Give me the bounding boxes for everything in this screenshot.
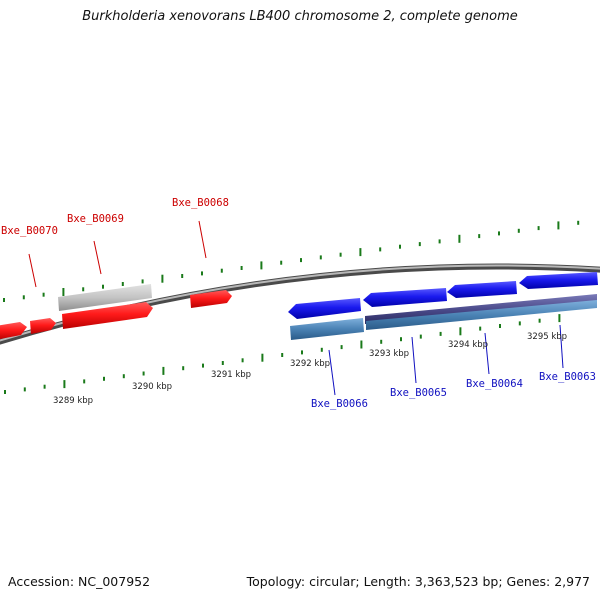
gene-feature (190, 290, 232, 308)
scale-label: 3294 kbp (448, 340, 488, 350)
scale-label: 3292 kbp (290, 359, 330, 369)
gene-label: Bxe_B0064 (466, 378, 523, 390)
leader-line (411, 336, 417, 384)
gene-feature (366, 300, 597, 330)
label-leaders (28, 220, 564, 396)
leader-line (484, 332, 490, 375)
scale-label: 3289 kbp (53, 396, 93, 406)
gene-label: Bxe_B0068 (172, 197, 229, 209)
leader-line (198, 220, 207, 259)
gene-feature (447, 281, 517, 298)
gene-feature (363, 288, 447, 307)
gene-feature (58, 284, 152, 311)
gene-label: Bxe_B0063 (539, 371, 596, 383)
scale-label: 3290 kbp (132, 382, 172, 392)
gene-feature (519, 272, 598, 289)
accession-text: Accession: NC_007952 (8, 574, 151, 589)
gene-label: Bxe_B0069 (67, 213, 124, 225)
gene-label: Bxe_B0070 (1, 225, 58, 237)
leader-line (28, 253, 37, 288)
gene-feature (290, 318, 364, 340)
gene-feature (0, 322, 27, 340)
scale-label: 3293 kbp (369, 349, 409, 359)
forward-strand-features (0, 284, 232, 340)
leader-line (328, 349, 336, 396)
gene-feature (288, 298, 361, 319)
genome-summary-text: Topology: circular; Length: 3,363,523 bp… (246, 574, 590, 589)
map-title: Burkholderia xenovorans LB400 chromosome… (82, 9, 518, 24)
scale-ticks (3, 220, 580, 394)
gene-feature (30, 318, 56, 334)
gene-label: Bxe_B0066 (311, 398, 368, 410)
scale-label: 3291 kbp (211, 370, 251, 380)
leader-line (559, 324, 564, 369)
gene-label: Bxe_B0065 (390, 387, 447, 399)
gene-feature (62, 302, 153, 329)
scale-label: 3295 kbp (527, 332, 567, 342)
leader-line (93, 240, 102, 275)
reverse-strand-features (288, 272, 598, 340)
